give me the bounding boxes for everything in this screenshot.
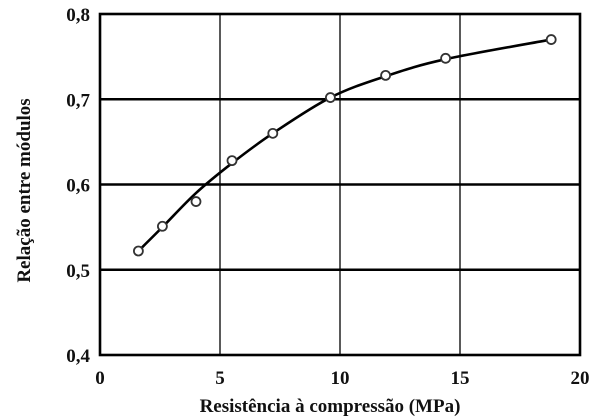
x-tick-label: 20: [571, 368, 590, 389]
y-tick-labels: 0,4 0,5 0,6 0,7 0,8: [66, 5, 90, 367]
x-tick-label: 10: [331, 368, 350, 389]
x-tick-label: 0: [95, 368, 105, 389]
data-point: [545, 34, 557, 45]
y-tick-label: 0,4: [66, 346, 90, 367]
x-tick-label: 15: [451, 368, 470, 389]
y-tick-label: 0,6: [66, 176, 90, 197]
x-tick-labels: 0 5 10 15 20: [95, 368, 589, 389]
data-point: [324, 92, 336, 103]
x-tick-label: 5: [215, 368, 225, 389]
marker-layer: [132, 34, 557, 257]
plot-frame: [98, 12, 582, 357]
fitted-curve-line: [137, 38, 553, 253]
grid-layer: [100, 14, 580, 355]
data-point: [156, 220, 168, 232]
curve-layer: [137, 38, 553, 253]
y-axis-label: Relação entre módulos: [14, 98, 35, 282]
x-axis-label: Resistência à compressão (MPa): [200, 396, 461, 417]
y-tick-label: 0,8: [66, 5, 90, 26]
data-point: [440, 52, 452, 64]
data-point: [226, 155, 238, 167]
y-tick-label: 0,5: [66, 261, 90, 282]
data-point: [132, 245, 144, 257]
y-tick-label: 0,7: [66, 90, 90, 111]
data-point: [380, 69, 392, 81]
data-point: [267, 127, 279, 139]
data-point: [190, 196, 202, 207]
